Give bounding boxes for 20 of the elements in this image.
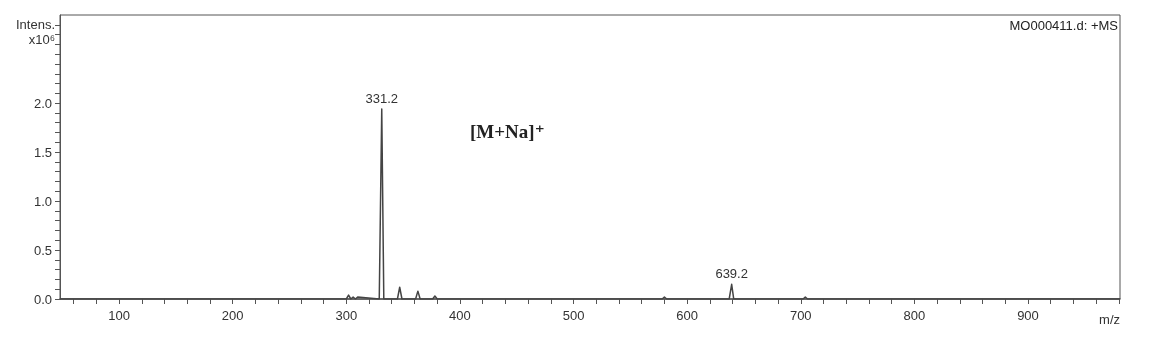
y-tick-label: 0.5 <box>33 242 52 258</box>
x-axis-title: m/z <box>1099 312 1120 327</box>
x-tick-label: 200 <box>221 308 244 323</box>
annotation: MO000411.d: +MS <box>1009 18 1119 33</box>
annotation: [M+Na]⁺ <box>470 121 545 142</box>
x-tick-label: 800 <box>903 308 926 323</box>
y-tick-label: 1.5 <box>33 144 52 160</box>
annotation: 331.2 <box>365 91 399 107</box>
annotation: 639.2 <box>715 266 748 282</box>
x-tick-label: 900 <box>1017 308 1039 323</box>
x-tick-label: 500 <box>562 308 585 323</box>
y-axis-title: Intens. x10⁶ <box>15 17 55 47</box>
x-tick-label: 400 <box>449 308 471 323</box>
x-tick-label: 600 <box>676 308 698 323</box>
y-tick-label: 1.0 <box>33 193 52 209</box>
x-tick-label: 700 <box>789 308 812 323</box>
y-tick-label: 2.0 <box>33 95 52 111</box>
x-tick-label: 300 <box>335 308 358 323</box>
x-tick-label: 100 <box>108 308 130 323</box>
y-tick-label: 0.0 <box>33 291 52 307</box>
